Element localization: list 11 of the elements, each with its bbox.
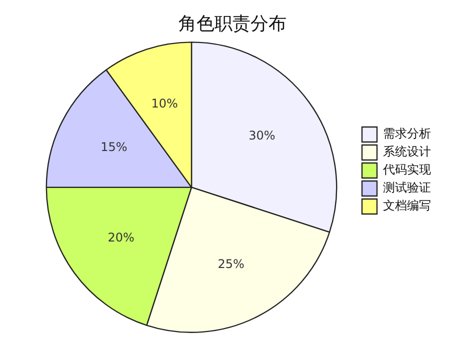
- legend-label: 代码实现: [382, 162, 431, 177]
- legend-label: 系统设计: [383, 144, 431, 159]
- legend-label: 文档编写: [383, 198, 431, 213]
- data-label: 10%: [151, 96, 178, 111]
- legend-label: 需求分析: [383, 126, 431, 141]
- chart-title: 角色职责分布: [178, 13, 286, 34]
- data-label: 20%: [108, 230, 134, 245]
- data-label: 25%: [218, 256, 244, 271]
- legend-label: 测试验证: [383, 180, 431, 195]
- data-label: 15%: [100, 140, 128, 154]
- data-label: 30%: [248, 128, 276, 142]
